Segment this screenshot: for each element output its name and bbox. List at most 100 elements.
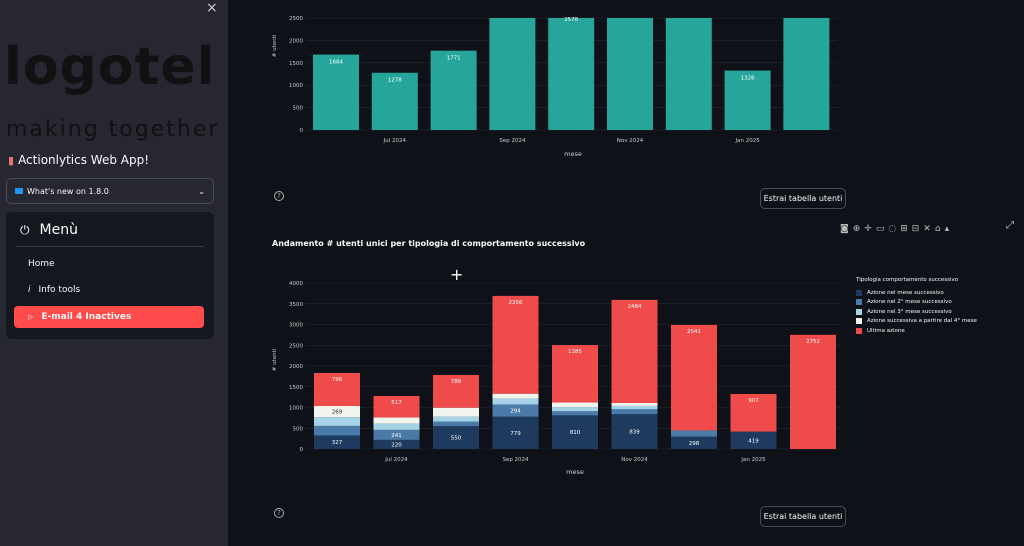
- bar: [548, 18, 595, 130]
- whats-new-expander[interactable]: What's new on 1.8.0 ⌄: [6, 178, 214, 204]
- zoom-in-icon[interactable]: ⊞: [900, 224, 908, 234]
- menu-item-home[interactable]: Home: [14, 253, 204, 275]
- bar-segment: [611, 299, 658, 403]
- legend-label: Azione nel 3° mese successivo: [867, 308, 952, 315]
- info-icon: i: [28, 285, 31, 295]
- bar-value-label: 550: [451, 436, 462, 442]
- bar-value-label: 2356: [509, 300, 523, 306]
- crosshair-cursor-icon: +: [450, 265, 464, 284]
- y-tick-label: 3000: [289, 323, 303, 329]
- y-tick-label: 2000: [289, 38, 303, 44]
- bar-segment: [611, 414, 658, 449]
- bar-segment: [611, 409, 658, 415]
- bar-value-label: 1684: [329, 60, 343, 66]
- autoscale-icon[interactable]: ✕: [923, 224, 931, 234]
- new-badge-icon: [15, 188, 23, 194]
- bar-value-label: 269: [332, 410, 343, 416]
- lasso-icon[interactable]: ◌: [888, 224, 897, 234]
- bar-segment: [730, 393, 777, 432]
- bar-segment: [492, 404, 539, 417]
- bar-segment: [314, 417, 360, 426]
- zoom-out-icon[interactable]: ⊟: [911, 224, 920, 234]
- bar-value-label: 2578: [564, 17, 578, 23]
- logo-tagline: making together: [6, 117, 219, 142]
- x-tick-label: Nov 2024: [621, 457, 648, 463]
- legend-label: Azione successiva a partire dal 4° mese: [867, 318, 977, 325]
- legend-swatch: [856, 318, 862, 325]
- y-axis-label: # utenti: [272, 34, 278, 57]
- help-icon[interactable]: ?: [274, 508, 284, 518]
- menu-item-email-inactives[interactable]: ▷ E-mail 4 Inactives: [14, 306, 204, 328]
- bar: [607, 18, 653, 130]
- plotly-logo-icon[interactable]: ▴: [944, 224, 950, 234]
- legend-item[interactable]: Azione nel mese successivo: [856, 288, 977, 298]
- play-icon: ▷: [28, 313, 34, 321]
- bar-segment: [314, 406, 360, 418]
- legend-label: Azione nel 2° mese successivo: [867, 299, 952, 306]
- zoom-icon[interactable]: ⊕: [852, 224, 861, 234]
- legend-item[interactable]: Azione nel 2° mese successivo: [856, 298, 977, 308]
- extract-table-button-1[interactable]: Estrai tabella utenti: [760, 188, 846, 209]
- menu-item-label: E-mail 4 Inactives: [41, 312, 132, 322]
- app-title: ▮ Actionlytics Web App!: [8, 153, 149, 167]
- menu-divider: [16, 246, 204, 247]
- y-tick-label: 1500: [289, 385, 303, 391]
- bar-value-label: 779: [510, 431, 521, 437]
- pan-icon[interactable]: ✛: [864, 224, 872, 234]
- bar-segment: [611, 402, 658, 406]
- bar-value-label: 1326: [741, 76, 755, 82]
- box-select-icon[interactable]: ▭: [875, 224, 885, 234]
- bar: [783, 18, 830, 130]
- bar-segment: [552, 345, 598, 403]
- bar-segment: [671, 430, 717, 437]
- bar: [665, 18, 712, 130]
- bar-value-label: 2541: [687, 329, 701, 335]
- bar-segment: [730, 431, 777, 449]
- y-axis-label: # utenti: [272, 348, 278, 371]
- bar-value-label: 1278: [388, 78, 402, 84]
- bar-segment: [433, 407, 479, 417]
- bar-value-label: 796: [332, 377, 343, 383]
- y-tick-label: 3500: [289, 302, 303, 308]
- bar-segment: [552, 407, 598, 412]
- x-tick-label: Sep 2024: [502, 457, 529, 463]
- help-icon[interactable]: ?: [274, 191, 284, 201]
- y-tick-label: 2500: [289, 16, 303, 22]
- bar-segment: [552, 415, 598, 449]
- bar: [371, 72, 418, 130]
- bar-segment: [790, 334, 836, 449]
- home-icon[interactable]: ⌂: [934, 224, 941, 234]
- menu-title-text: Menù: [39, 222, 78, 238]
- chart-toolbar: ◙ ⊕ ✛ ▭ ◌ ⊞ ⊟ ✕ ⌂ ▴: [840, 224, 949, 234]
- y-tick-label: 500: [293, 426, 304, 432]
- menu-panel: ⏻ Menù Home i Info tools ▷ E-mail 4 Inac…: [6, 212, 214, 339]
- y-tick-label: 500: [293, 106, 304, 112]
- x-tick-label: Jan 2025: [740, 457, 766, 463]
- bar-segment: [552, 402, 598, 408]
- y-tick-label: 1500: [289, 61, 303, 67]
- bar: [430, 50, 477, 131]
- x-axis-label: mese: [566, 468, 584, 476]
- chart-users-by-behavior: 0 500 1000 1500 2000 2500 3000 3500 4000 # utenti…: [272, 281, 840, 476]
- legend-item[interactable]: Azione successiva a partire dal 4° mese: [856, 317, 977, 327]
- legend-item[interactable]: Azione nel 3° mese successivo: [856, 307, 977, 317]
- legend-item[interactable]: Ultima azione: [856, 326, 977, 336]
- bar-value-label: 810: [570, 430, 581, 436]
- bar-segment: [433, 426, 479, 449]
- bar-segment: [314, 435, 360, 449]
- bar-segment: [492, 416, 539, 449]
- menu-item-info-tools[interactable]: i Info tools: [14, 279, 204, 301]
- app-title-text: Actionlytics Web App!: [18, 153, 150, 167]
- books-icon: ▮: [8, 153, 15, 167]
- bar-segment: [433, 374, 479, 408]
- bar-segment: [671, 436, 717, 449]
- close-sidebar-button[interactable]: ×: [206, 0, 218, 16]
- sidebar: × logotel making together ▮ Actionlytics…: [0, 0, 228, 546]
- bar-segment: [373, 417, 420, 424]
- bar-value-label: 294: [510, 409, 521, 415]
- camera-icon[interactable]: ◙: [840, 224, 849, 234]
- extract-table-button-2[interactable]: Estrai tabella utenti: [760, 506, 846, 527]
- x-tick-label: Jul 2024: [383, 138, 407, 144]
- bar-segment: [433, 416, 479, 422]
- fullscreen-icon[interactable]: ⤢: [1006, 220, 1014, 231]
